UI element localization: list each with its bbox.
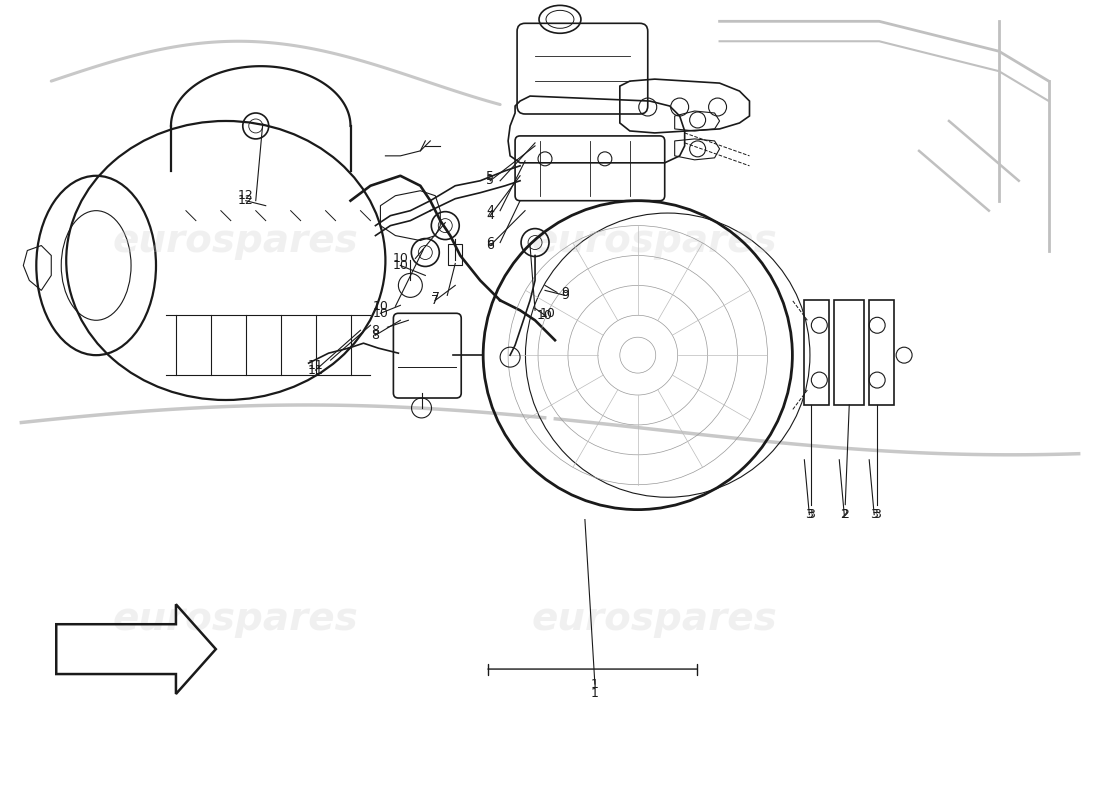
Text: 3: 3 [805,508,813,521]
Text: 6: 6 [486,239,494,252]
Text: 1: 1 [591,678,598,690]
Text: 10: 10 [537,309,553,322]
Text: 3: 3 [873,508,881,521]
Text: 5: 5 [486,170,494,183]
Text: 2: 2 [840,508,848,521]
Text: 8: 8 [372,329,379,342]
Text: 10: 10 [393,259,408,272]
Text: 5: 5 [486,174,494,187]
Text: 7: 7 [431,294,439,307]
Text: 12: 12 [238,194,254,207]
Bar [449,243,462,266]
Text: 6: 6 [486,236,494,249]
Text: 3: 3 [807,508,815,521]
Text: 10: 10 [373,307,388,320]
Text: eurospares: eurospares [113,222,359,259]
Text: eurospares: eurospares [532,222,778,259]
Text: 12: 12 [238,190,254,202]
Text: 11: 11 [308,358,323,372]
Text: 4: 4 [486,204,494,217]
Text: 2: 2 [842,508,849,521]
Text: 9: 9 [561,289,569,302]
Text: 1: 1 [591,687,598,701]
Text: 10: 10 [540,307,556,320]
Text: 9: 9 [561,286,569,299]
Text: 10: 10 [393,252,408,265]
Text: 11: 11 [308,364,323,377]
Text: 10: 10 [373,300,388,313]
Text: 4: 4 [486,209,494,222]
Text: eurospares: eurospares [113,600,359,638]
Text: 8: 8 [372,324,379,337]
Text: 7: 7 [432,291,440,304]
Text: 3: 3 [870,508,878,521]
Text: eurospares: eurospares [532,600,778,638]
